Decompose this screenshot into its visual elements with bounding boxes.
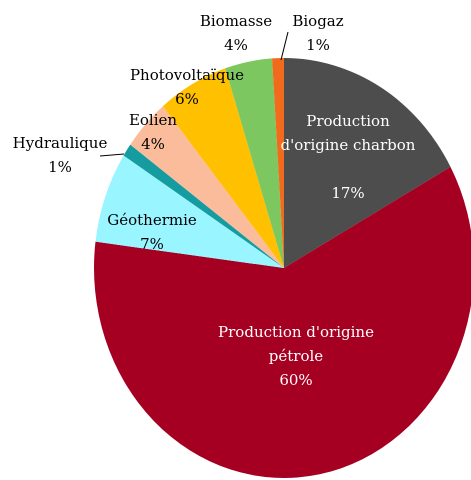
pie-slice [130,106,284,268]
label-line: Production [306,112,390,130]
value-label: 4% [224,36,248,54]
slice-label: Géothermie [107,211,197,229]
leader-line [99,153,125,157]
pie-slice [225,58,284,269]
value-label: 17% [331,184,364,202]
leader-line [280,31,289,61]
label-line: Eolien [129,111,177,129]
label-line: Biomasse [200,12,272,30]
pie-slice [272,58,284,268]
value-label: 7% [140,235,164,253]
value-label: 60% [279,371,312,389]
pie-slice [284,58,451,268]
label-line: Photovoltaïque [130,66,244,84]
label-line: Production d'origine [218,323,374,341]
pie-slice [123,144,284,268]
value-label: 6% [175,90,199,108]
pie-slice [94,166,471,478]
label-line: d'origine charbon [281,136,416,154]
value-label: 4% [141,135,165,153]
value-label: 1% [48,158,72,176]
label-line: Hydraulique [13,134,108,152]
label-line: pétrole [269,347,324,365]
slice-label: Biogaz [292,12,343,30]
pie-slice [162,68,284,268]
slice-label: Production d'origine pétrole [218,323,374,365]
label-line: Biogaz [292,12,343,30]
slice-label: Production d'origine charbon [281,112,416,154]
label-line: Géothermie [107,211,197,229]
slice-label: Biomasse [200,12,272,30]
slice-label: Hydraulique [13,134,108,152]
pie-slice [95,155,285,268]
slice-label: Photovoltaïque [130,66,244,84]
value-label: 1% [306,36,330,54]
slice-label: Eolien [129,111,177,129]
